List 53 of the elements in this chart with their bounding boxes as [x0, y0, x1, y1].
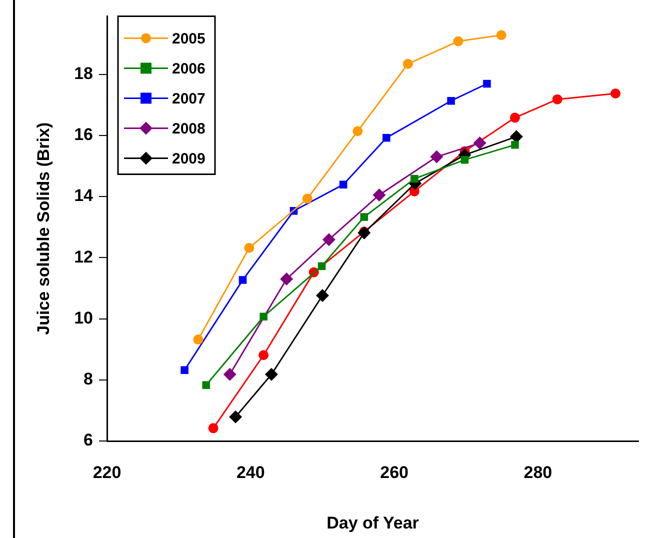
point	[552, 94, 562, 104]
point	[430, 150, 444, 164]
point	[460, 156, 469, 164]
point	[358, 226, 371, 240]
y-tick-label: 16	[74, 125, 93, 144]
point	[410, 174, 418, 183]
point	[264, 368, 278, 381]
x-tick-label: 220	[92, 462, 122, 482]
point	[352, 126, 363, 136]
y-axis-title: Juice soluble Solids (Brix)	[34, 122, 53, 335]
point	[453, 36, 464, 46]
x-tick-label: 280	[524, 462, 552, 482]
point	[610, 88, 621, 99]
point	[447, 96, 455, 105]
point	[360, 213, 368, 221]
point	[511, 140, 519, 149]
point	[372, 188, 386, 202]
point	[180, 366, 188, 374]
point	[244, 242, 254, 253]
legend-label: 2005	[172, 30, 206, 48]
x-axis-title: Day of Year	[326, 513, 420, 532]
point	[208, 423, 218, 434]
point	[260, 312, 268, 321]
point	[402, 58, 413, 69]
point	[318, 262, 326, 270]
y-tick-label: 12	[74, 247, 93, 266]
point	[510, 112, 520, 123]
point	[193, 334, 204, 345]
legend-label: 2008	[172, 120, 206, 138]
legend-label: 2007	[172, 90, 206, 108]
legend-label: 2009	[172, 150, 206, 168]
point	[229, 410, 242, 424]
y-tick-label: 18	[74, 64, 93, 83]
point	[302, 194, 312, 204]
x-tick-label: 240	[236, 462, 265, 482]
point	[496, 30, 506, 40]
y-tick-label: 6	[84, 430, 93, 450]
point	[258, 350, 269, 360]
point	[322, 233, 336, 246]
point	[316, 289, 329, 302]
point	[473, 136, 486, 150]
legend-label: 2006	[172, 60, 206, 78]
x-tick-label: 260	[380, 462, 408, 482]
point	[280, 272, 294, 286]
point	[202, 381, 210, 389]
point	[339, 180, 348, 188]
point	[223, 368, 236, 381]
point	[382, 134, 390, 142]
y-tick-label: 10	[74, 308, 93, 328]
point	[238, 276, 247, 284]
y-tick-label: 8	[84, 370, 93, 389]
y-tick-label: 14	[74, 186, 94, 206]
point	[483, 80, 491, 88]
